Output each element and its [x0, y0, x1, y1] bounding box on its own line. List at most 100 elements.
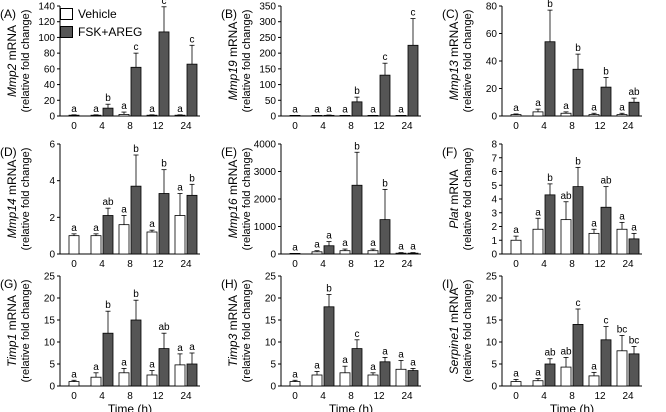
bar-treatment-e: [407, 252, 419, 255]
ytick-label-i: 0: [491, 382, 497, 393]
bar-vehicle-g: [118, 372, 130, 387]
sig-letter-i: a: [535, 368, 541, 379]
sig-letter-d: b: [133, 144, 139, 155]
sig-letter-g: a: [149, 360, 155, 371]
ylabel-sub-a: (relative fold change): [20, 10, 32, 113]
ytick-label-e: 3000: [254, 167, 277, 178]
sig-letter-g: a: [71, 369, 77, 380]
bar-treatment-i: [628, 353, 640, 387]
bar-treatment-h: [323, 306, 335, 387]
ytick-label-c: 0: [491, 112, 497, 123]
legend-swatch-vehicle: [60, 8, 73, 20]
xtick-label-g: 0: [71, 391, 77, 402]
panel-label-e: (E): [221, 145, 237, 159]
bar-vehicle-i: [588, 375, 600, 387]
bar-vehicle-a: [68, 114, 80, 117]
ylabel-suffix-c: mRNA: [447, 22, 461, 61]
ylabel-gene-d: Mmp14: [5, 198, 19, 238]
bar-treatment-a: [158, 31, 170, 117]
bar-treatment-d: [130, 185, 142, 255]
panel-label-a: (A): [0, 7, 16, 21]
ytick-label-i: 15: [486, 316, 498, 327]
ytick-label-h: 25: [265, 272, 277, 283]
sig-letter-a: a: [93, 104, 99, 115]
sig-letter-a: a: [71, 104, 77, 115]
ytick-label-h: 0: [270, 382, 276, 393]
xlabel-h: Time (h): [329, 402, 373, 412]
ytick-label-b: 150: [259, 64, 276, 75]
sig-letter-e: a: [370, 238, 376, 249]
ytick-label-b: 350: [259, 2, 276, 13]
xtick-label-i: 4: [541, 391, 547, 402]
xtick-label-c: 24: [622, 121, 634, 132]
sig-letter-g: a: [189, 342, 195, 353]
bar-vehicle-f: [510, 239, 522, 255]
bar-treatment-e: [379, 219, 391, 255]
sig-letter-e: b: [382, 178, 388, 189]
ytick-label-g: 5: [49, 360, 55, 371]
ylabel-suffix-d: mRNA: [5, 160, 19, 199]
sig-letter-d: b: [189, 173, 195, 184]
bar-vehicle-d: [118, 224, 130, 255]
ytick-label-b: 50: [265, 96, 277, 107]
sig-letter-i: a: [591, 361, 597, 372]
bar-treatment-c: [544, 41, 556, 117]
ytick-label-i: 5: [491, 360, 497, 371]
bar-treatment-i: [600, 339, 612, 387]
ytick-label-b: 300: [259, 17, 276, 28]
ytick-label-e: 0: [270, 250, 276, 261]
panel-label-c: (C): [442, 7, 459, 21]
ytick-label-e: 4000: [254, 140, 277, 151]
ylabel-sub-e: (relative fold change): [241, 148, 253, 251]
sig-letter-a: c: [190, 34, 195, 45]
sig-letter-b: a: [370, 104, 376, 115]
bar-treatment-e: [323, 245, 335, 255]
ylabel-gene-a: Mmp2: [5, 63, 19, 97]
xtick-label-a: 4: [99, 121, 105, 132]
ytick-label-c: 60: [486, 29, 498, 40]
ytick-label-c: 20: [486, 84, 498, 95]
ylabel-gene-i: Serpine1: [447, 326, 461, 374]
legend-label-treatment: FSK+AREG: [78, 25, 143, 39]
bar-treatment-a: [186, 63, 198, 117]
bar-vehicle-g: [146, 374, 158, 387]
ylabel-gene-g: Timp1: [5, 334, 19, 367]
ytick-label-f: 3: [491, 208, 497, 219]
sig-letter-c: a: [535, 98, 541, 109]
sig-letter-d: a: [121, 205, 127, 216]
ytick-label-a: 20: [44, 96, 56, 107]
bar-vehicle-f: [532, 228, 544, 255]
xtick-label-i: 24: [622, 391, 634, 402]
xtick-label-e: 12: [373, 259, 385, 270]
ytick-label-a: 80: [44, 49, 56, 60]
bar-vehicle-e: [311, 251, 323, 255]
ylabel-sub-d: (relative fold change): [20, 148, 32, 251]
xtick-label-f: 24: [622, 259, 634, 270]
bar-treatment-g: [186, 363, 198, 387]
sig-letter-b: b: [354, 86, 360, 97]
sig-letter-h: a: [410, 357, 416, 368]
xtick-label-b: 8: [348, 121, 354, 132]
bar-vehicle-a: [174, 114, 186, 117]
bar-treatment-c: [600, 86, 612, 117]
xtick-label-e: 4: [320, 259, 326, 270]
ylabel-suffix-g: mRNA: [5, 295, 19, 334]
bar-treatment-d: [186, 194, 198, 255]
ylabel-suffix-f: mRNA: [447, 169, 461, 208]
ylabel-suffix-b: mRNA: [226, 22, 240, 61]
bar-treatment-b: [351, 101, 363, 117]
xtick-label-b: 12: [373, 121, 385, 132]
bar-vehicle-h: [339, 372, 351, 387]
ytick-label-d: 2: [49, 213, 55, 224]
xtick-label-b: 0: [292, 121, 298, 132]
panel-label-b: (B): [221, 7, 237, 21]
sig-letter-d: ab: [102, 197, 114, 208]
ytick-label-b: 100: [259, 80, 276, 91]
bar-vehicle-e: [367, 250, 379, 255]
ytick-label-i: 10: [486, 338, 498, 349]
ytick-label-d: 6: [49, 140, 55, 151]
xtick-label-a: 24: [180, 121, 192, 132]
bar-vehicle-c: [510, 114, 522, 117]
ytick-label-g: 20: [44, 294, 56, 305]
bar-vehicle-c: [560, 112, 572, 117]
